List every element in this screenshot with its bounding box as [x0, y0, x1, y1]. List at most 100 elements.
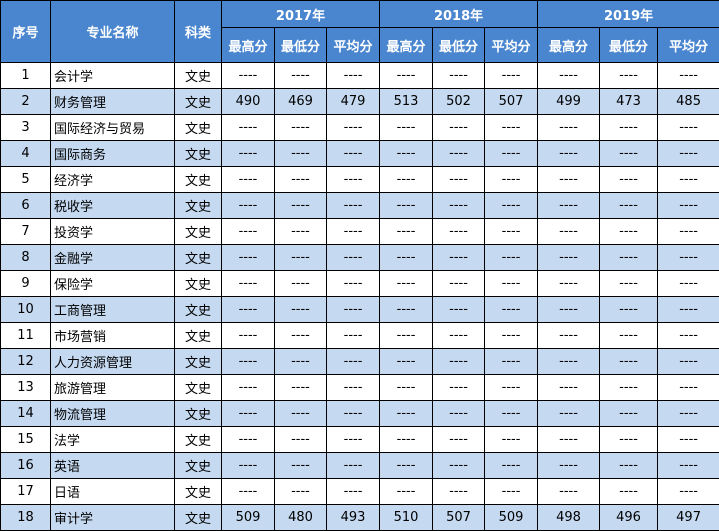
row-score-cell: ----	[657, 426, 719, 453]
header-category: 科类	[174, 0, 222, 63]
row-score-cell: 507	[484, 88, 539, 115]
row-score-cell: ----	[325, 400, 381, 427]
row-score-cell: ----	[537, 400, 601, 427]
row-score-cell: ----	[274, 322, 327, 349]
row-major-name: 人力资源管理	[50, 348, 175, 375]
row-category: 文史	[174, 244, 222, 271]
row-category: 文史	[174, 192, 222, 219]
row-seq: 16	[0, 452, 51, 479]
row-score-cell: 510	[379, 504, 434, 531]
row-seq: 10	[0, 296, 51, 323]
row-score-cell: 493	[325, 504, 381, 531]
row-major-name: 旅游管理	[50, 374, 175, 401]
row-score-cell: ----	[432, 270, 486, 297]
row-category: 文史	[174, 348, 222, 375]
row-score-cell: ----	[657, 244, 719, 271]
row-major-name: 经济学	[50, 166, 175, 193]
header-year-2019: 2019年	[537, 0, 719, 28]
row-score-cell: ----	[221, 166, 275, 193]
row-seq: 3	[0, 114, 51, 141]
row-score-cell: ----	[484, 322, 539, 349]
header-seq: 序号	[0, 0, 51, 63]
row-score-cell: ----	[325, 192, 381, 219]
row-score-cell: ----	[325, 296, 381, 323]
row-major-name: 英语	[50, 452, 175, 479]
row-score-cell: ----	[599, 192, 659, 219]
row-score-cell: ----	[432, 296, 486, 323]
row-score-cell: ----	[484, 426, 539, 453]
header-score-label: 最低分	[432, 27, 486, 63]
row-score-cell: ----	[221, 140, 275, 167]
row-score-cell: ----	[537, 166, 601, 193]
row-score-cell: ----	[379, 114, 434, 141]
row-score-cell: ----	[274, 348, 327, 375]
row-score-cell: ----	[484, 244, 539, 271]
header-major: 专业名称	[50, 0, 175, 63]
row-score-cell: ----	[432, 192, 486, 219]
row-score-cell: 473	[599, 88, 659, 115]
table-row: 13 旅游管理 文史 ---- ---- ---- ---- ---- ---- ---- ----…	[0, 374, 719, 401]
row-score-cell: ----	[274, 400, 327, 427]
row-score-cell: ----	[599, 426, 659, 453]
table-row: 4 国际商务 文史 ---- ---- ---- ---- ---- ---- ---- ---- -…	[0, 140, 719, 167]
row-score-cell: ----	[657, 348, 719, 375]
row-score-cell: ----	[274, 452, 327, 479]
row-score-cell: ----	[274, 426, 327, 453]
row-score-cell: ----	[432, 452, 486, 479]
row-score-cell: ----	[274, 140, 327, 167]
row-score-cell: ----	[379, 140, 434, 167]
header-score-label: 最低分	[274, 27, 327, 63]
row-score-cell: ----	[325, 322, 381, 349]
row-score-cell: ----	[274, 478, 327, 505]
row-score-cell: ----	[221, 478, 275, 505]
row-category: 文史	[174, 452, 222, 479]
row-seq: 1	[0, 62, 51, 89]
row-score-cell: 496	[599, 504, 659, 531]
table-row: 15 法学 文史 ---- ---- ---- ---- ---- ---- ---- ---- --…	[0, 426, 719, 453]
row-score-cell: ----	[657, 192, 719, 219]
row-score-cell: ----	[274, 244, 327, 271]
row-score-cell: ----	[221, 296, 275, 323]
row-score-cell: ----	[221, 270, 275, 297]
row-score-cell: ----	[537, 218, 601, 245]
row-seq: 9	[0, 270, 51, 297]
row-score-cell: 502	[432, 88, 486, 115]
row-score-cell: ----	[379, 62, 434, 89]
row-category: 文史	[174, 296, 222, 323]
row-score-cell: ----	[432, 322, 486, 349]
row-score-cell: ----	[379, 478, 434, 505]
table-row: 6 税收学 文史 ---- ---- ---- ---- ---- ---- ---- ---- --…	[0, 192, 719, 219]
row-score-cell: ----	[221, 322, 275, 349]
row-score-cell: ----	[657, 166, 719, 193]
row-score-cell: ----	[484, 140, 539, 167]
row-major-name: 金融学	[50, 244, 175, 271]
row-score-cell: ----	[325, 218, 381, 245]
row-score-cell: ----	[379, 452, 434, 479]
row-major-name: 会计学	[50, 62, 175, 89]
table-header: 序号 专业名称 科类 2017年 2018年 2019年 最高分 最低分 平均分 最高…	[0, 0, 719, 63]
row-score-cell: ----	[325, 426, 381, 453]
row-score-cell: ----	[599, 322, 659, 349]
row-score-cell: ----	[221, 348, 275, 375]
table-row: 10 工商管理 文史 ---- ---- ---- ---- ---- ---- ---- ----…	[0, 296, 719, 323]
row-score-cell: ----	[379, 244, 434, 271]
row-score-cell: ----	[599, 244, 659, 271]
row-score-cell: ----	[599, 478, 659, 505]
row-score-cell: ----	[484, 348, 539, 375]
table-row: 9 保险学 文史 ---- ---- ---- ---- ---- ---- ---- ---- --…	[0, 270, 719, 297]
table-row: 5 经济学 文史 ---- ---- ---- ---- ---- ---- ---- ---- --…	[0, 166, 719, 193]
table-row: 12 人力资源管理 文史 ---- ---- ---- ---- ---- ---- ---- --…	[0, 348, 719, 375]
row-score-cell: ----	[325, 140, 381, 167]
row-score-cell: ----	[537, 140, 601, 167]
row-major-name: 工商管理	[50, 296, 175, 323]
row-score-cell: ----	[221, 114, 275, 141]
row-score-cell: ----	[657, 322, 719, 349]
row-score-cell: ----	[484, 478, 539, 505]
row-score-cell: ----	[379, 218, 434, 245]
row-score-cell: ----	[274, 218, 327, 245]
row-score-cell: 498	[537, 504, 601, 531]
row-score-cell: ----	[484, 62, 539, 89]
row-score-cell: ----	[221, 452, 275, 479]
row-score-cell: ----	[657, 218, 719, 245]
row-major-name: 法学	[50, 426, 175, 453]
